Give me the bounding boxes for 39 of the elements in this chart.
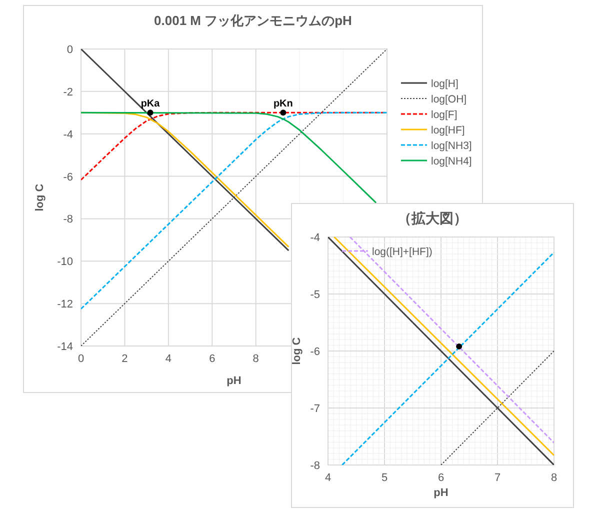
x-tick-label: 6: [209, 353, 216, 365]
y-tick-label: 0: [66, 44, 73, 56]
legend-label: log[OH]: [431, 94, 467, 106]
chart-title: 0.001 M フッ化アンモニウムのpH: [154, 13, 352, 28]
x-axis-title: pH: [434, 487, 448, 499]
chart-title: （拡大図）: [398, 210, 468, 226]
x-tick-label: 8: [550, 472, 558, 484]
y-tick-label: -6: [63, 171, 73, 184]
x-tick-label: 7: [494, 472, 501, 484]
legend-label: log[F]: [431, 109, 458, 121]
y-tick-label: -4: [310, 232, 320, 244]
y-tick-label: -4: [63, 128, 73, 141]
x-axis-title: pH: [226, 375, 242, 387]
x-tick-label: 0: [78, 353, 84, 365]
x-tick-label: 2: [122, 353, 128, 365]
y-tick-label: -5: [310, 289, 320, 301]
legend-label: log[NH4]: [431, 156, 472, 168]
y-tick-label: -6: [310, 346, 320, 358]
y-tick-label: -12: [57, 298, 73, 311]
y-tick-label: -8: [310, 460, 320, 472]
legend-label: log([H]+[HF]): [372, 246, 432, 258]
y-axis-title: log C: [34, 184, 46, 212]
y-tick-label: -7: [310, 403, 320, 415]
legend-label: log[H]: [431, 78, 459, 90]
x-tick-label: 4: [165, 353, 172, 365]
x-tick-label: 5: [381, 472, 388, 484]
y-axis-title: log C: [291, 337, 303, 365]
y-tick-label: -10: [57, 256, 73, 268]
x-tick-label: 8: [252, 353, 259, 365]
x-tick-label: 6: [438, 472, 444, 484]
y-tick-label: -14: [57, 341, 73, 353]
y-tick-label: -8: [63, 214, 73, 226]
y-tick-label: -2: [63, 86, 73, 98]
annotation: pKa: [140, 98, 160, 110]
legend-label: log[NH3]: [431, 140, 472, 152]
annotation: pKn: [273, 98, 293, 110]
legend-label: log[HF]: [431, 124, 465, 136]
x-tick-label: 4: [324, 472, 332, 484]
line-series: [81, 112, 377, 204]
